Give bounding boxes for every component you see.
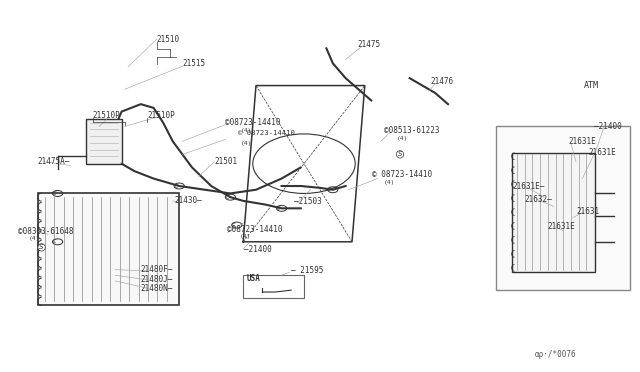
- FancyBboxPatch shape: [496, 126, 630, 290]
- Text: ©08723-14410: ©08723-14410: [225, 118, 281, 126]
- Text: 21475A—: 21475A—: [37, 157, 70, 166]
- Text: © 08723-14410: © 08723-14410: [372, 170, 433, 179]
- Text: 21515: 21515: [182, 60, 205, 68]
- Text: C: C: [328, 187, 332, 192]
- Text: 21631E: 21631E: [568, 137, 596, 146]
- FancyBboxPatch shape: [86, 119, 122, 164]
- Text: 21501: 21501: [214, 157, 237, 166]
- Text: 21475: 21475: [357, 40, 380, 49]
- Text: (4): (4): [384, 180, 396, 185]
- Text: C: C: [276, 206, 280, 211]
- FancyBboxPatch shape: [512, 153, 595, 272]
- Text: 21510P: 21510P: [93, 111, 120, 120]
- FancyBboxPatch shape: [243, 275, 304, 298]
- Text: (4): (4): [241, 141, 252, 146]
- Text: (4): (4): [241, 128, 252, 133]
- Text: (4): (4): [397, 136, 408, 141]
- FancyBboxPatch shape: [38, 193, 179, 305]
- Text: 21480N—: 21480N—: [141, 284, 173, 293]
- Text: (4): (4): [29, 236, 40, 241]
- Text: αρ·/*0076: αρ·/*0076: [534, 350, 576, 359]
- Text: C: C: [225, 195, 229, 200]
- Text: USA: USA: [246, 274, 260, 283]
- Text: 21480F—: 21480F—: [141, 265, 173, 274]
- Text: 21632—: 21632—: [525, 195, 552, 203]
- Text: 21631: 21631: [576, 207, 599, 216]
- Text: 21476: 21476: [431, 77, 454, 86]
- Text: 21510: 21510: [157, 35, 180, 44]
- Text: ATM: ATM: [584, 81, 598, 90]
- Text: C: C: [232, 222, 236, 228]
- Text: ©08363-61648: ©08363-61648: [18, 227, 74, 236]
- Text: ©08723-14410: ©08723-14410: [227, 225, 283, 234]
- Text: 21631E: 21631E: [547, 222, 575, 231]
- Text: 21631E—: 21631E—: [512, 182, 545, 191]
- Text: 21510P: 21510P: [147, 111, 175, 120]
- Text: S: S: [39, 244, 44, 250]
- Text: — 21595: — 21595: [291, 266, 324, 275]
- Text: C: C: [52, 239, 56, 244]
- Text: © 08723-14410: © 08723-14410: [238, 130, 295, 136]
- Text: 21480J—: 21480J—: [141, 275, 173, 283]
- Text: S: S: [397, 151, 403, 157]
- Text: C: C: [174, 183, 178, 189]
- Text: C: C: [52, 191, 56, 196]
- Text: —21503: —21503: [294, 197, 322, 206]
- Text: 21430—: 21430—: [174, 196, 202, 205]
- Text: 21631E: 21631E: [589, 148, 616, 157]
- Text: ©08513-61223: ©08513-61223: [384, 126, 440, 135]
- Text: (4): (4): [240, 234, 252, 240]
- Text: —21400: —21400: [594, 122, 621, 131]
- Text: —21400: —21400: [244, 246, 272, 254]
